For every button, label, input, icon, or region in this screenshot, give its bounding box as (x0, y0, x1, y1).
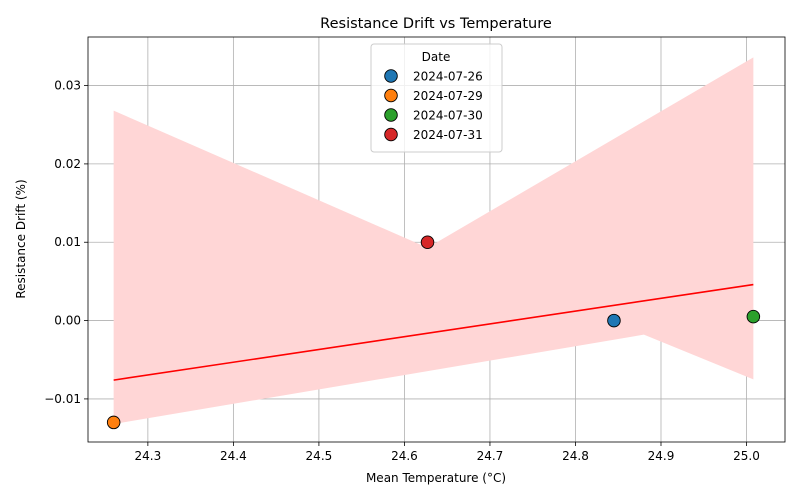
legend-title: Date (422, 50, 451, 64)
legend-label-2024-07-26: 2024-07-26 (413, 70, 483, 84)
data-point-2024-07-29 (106, 415, 121, 430)
x-tick-label: 24.7 (477, 449, 504, 463)
x-tick-label: 25.0 (733, 449, 760, 463)
confidence-band-area (113, 57, 754, 424)
y-tick-label: 0.03 (54, 79, 81, 93)
legend-marker-2024-07-30 (384, 108, 398, 122)
legend-label-2024-07-29: 2024-07-29 (413, 89, 483, 103)
x-tick-label: 24.4 (220, 449, 247, 463)
y-axis-label: Resistance Drift (%) (14, 179, 28, 298)
legend-marker-2024-07-31 (384, 127, 398, 142)
confidence-band (113, 57, 754, 424)
legend-marker-2024-07-26 (384, 69, 398, 83)
x-tick-label: 24.6 (391, 449, 418, 463)
data-point-2024-07-31 (420, 235, 435, 249)
x-tick-label: 24.3 (135, 449, 162, 463)
legend-box (370, 43, 503, 153)
x-tick-label: 24.9 (648, 449, 675, 463)
plot-frame (87, 36, 786, 443)
data-points (106, 235, 761, 430)
y-tick-label: 0.01 (54, 235, 81, 249)
x-axis-ticks: 24.3 24.4 24.5 24.6 24.7 24.8 24.9 25.0 (135, 442, 760, 463)
data-point-2024-07-26 (607, 313, 621, 328)
legend-label-2024-07-31: 2024-07-31 (413, 128, 483, 142)
y-tick-label: 0.02 (54, 157, 81, 171)
y-tick-label: −0.01 (44, 392, 81, 406)
x-tick-label: 24.8 (562, 449, 589, 463)
y-axis-ticks: −0.01 0.00 0.01 0.02 0.03 (44, 79, 88, 406)
legend-marker-2024-07-29 (384, 88, 398, 103)
chart-title: Resistance Drift vs Temperature (320, 16, 552, 32)
regression-line (113, 283, 754, 381)
data-point-2024-07-30 (746, 309, 761, 324)
x-axis-label: Mean Temperature (°C) (366, 471, 506, 485)
x-tick-label: 24.5 (306, 449, 333, 463)
y-tick-label: 0.00 (54, 314, 81, 328)
legend-label-2024-07-30: 2024-07-30 (413, 109, 483, 123)
regression-line-group (113, 283, 754, 381)
legend: Date 2024-07-26 2024-07-29 2024-07-30 2024-… (370, 43, 503, 153)
